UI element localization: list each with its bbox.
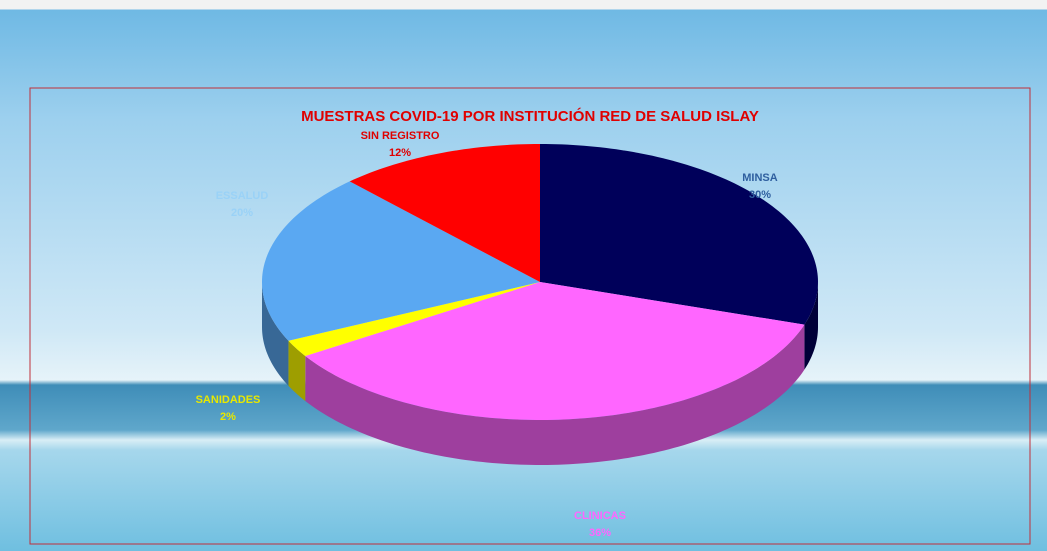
data-label-name: SIN REGISTRO xyxy=(361,130,440,142)
data-label-name: MINSA xyxy=(742,172,778,184)
data-label-name: SANIDADES xyxy=(196,394,261,406)
slice xyxy=(540,144,818,325)
chart-border xyxy=(29,87,1031,545)
data-label-value: 20% xyxy=(231,207,253,219)
slice-side xyxy=(262,282,289,386)
slice-side xyxy=(804,282,818,370)
data-label-value: 12% xyxy=(389,147,411,159)
labels: MINSA 30% CLINICAS 36% SANIDADES 2% ESSALUD 20%… xyxy=(196,130,778,539)
slice xyxy=(288,282,540,356)
data-label-name: CLINICAS xyxy=(574,510,626,522)
slice xyxy=(305,282,805,420)
slice-side xyxy=(305,324,805,465)
slice xyxy=(349,144,540,282)
data-label-value: 36% xyxy=(589,527,611,539)
data-label-value: 2% xyxy=(220,411,236,423)
data-label-value: 30% xyxy=(749,189,771,201)
sides xyxy=(262,282,818,465)
chart-title: MUESTRAS COVID-19 POR INSTITUCIÓN RED DE… xyxy=(301,107,759,125)
data-label-name: ESSALUD xyxy=(216,190,269,202)
slice-side xyxy=(288,340,306,401)
tops xyxy=(262,144,818,420)
slice xyxy=(262,181,540,341)
